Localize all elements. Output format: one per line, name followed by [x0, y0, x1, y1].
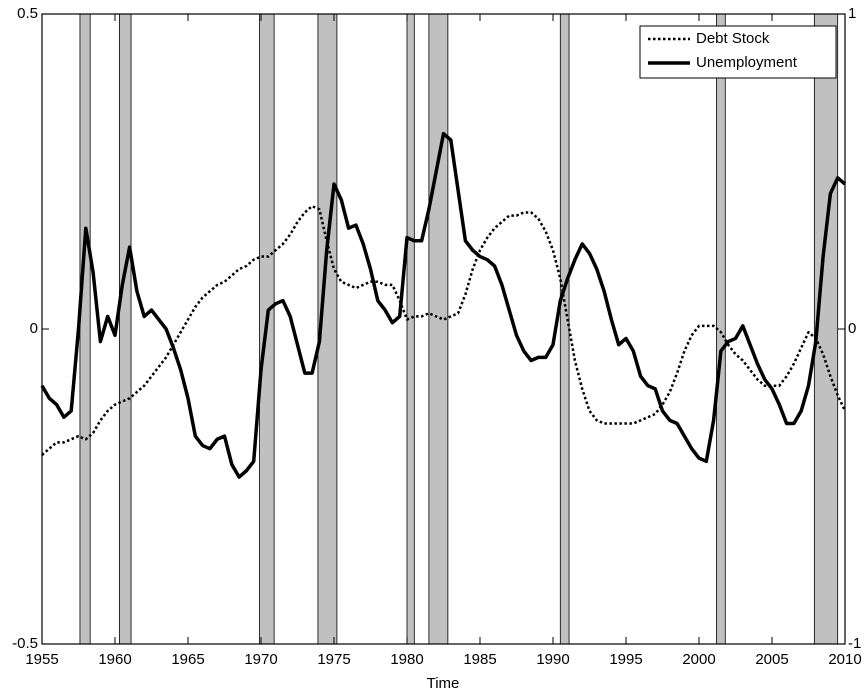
legend-label: Debt Stock — [696, 30, 770, 47]
shaded-period — [79, 13, 91, 645]
y2-tick-label: 1 — [848, 5, 856, 22]
series-line — [41, 204, 847, 456]
x-tick-label: 1995 — [609, 651, 642, 668]
legend-box — [639, 25, 837, 79]
x-tick-label: 2000 — [682, 651, 715, 668]
x-tick-label: 1960 — [98, 651, 131, 668]
x-tick-label: 1955 — [25, 651, 58, 668]
y-tick-label: 0.5 — [17, 5, 38, 22]
shaded-period — [406, 13, 415, 645]
x-tick-label: 1980 — [390, 651, 423, 668]
y2-tick-label: 0 — [848, 320, 856, 337]
shaded-period — [428, 13, 449, 645]
x-tick-label: 1975 — [317, 651, 350, 668]
y-tick-label: -0.5 — [12, 635, 38, 652]
y-tick-label: 0 — [30, 320, 38, 337]
x-tick-label: 1970 — [244, 651, 277, 668]
x-tick-label: 2005 — [755, 651, 788, 668]
plot-frame — [41, 13, 846, 645]
x-tick-label: 1985 — [463, 651, 496, 668]
series-line — [40, 131, 847, 479]
shaded-period — [559, 13, 570, 645]
legend-label: Unemployment — [696, 54, 798, 71]
x-tick-label: 1990 — [536, 651, 569, 668]
y2-tick-label: -1 — [848, 635, 861, 652]
shaded-period — [118, 13, 132, 645]
x-tick-label: 1965 — [171, 651, 204, 668]
x-tick-label: 2010 — [828, 651, 861, 668]
x-axis-label: Time — [427, 675, 460, 692]
